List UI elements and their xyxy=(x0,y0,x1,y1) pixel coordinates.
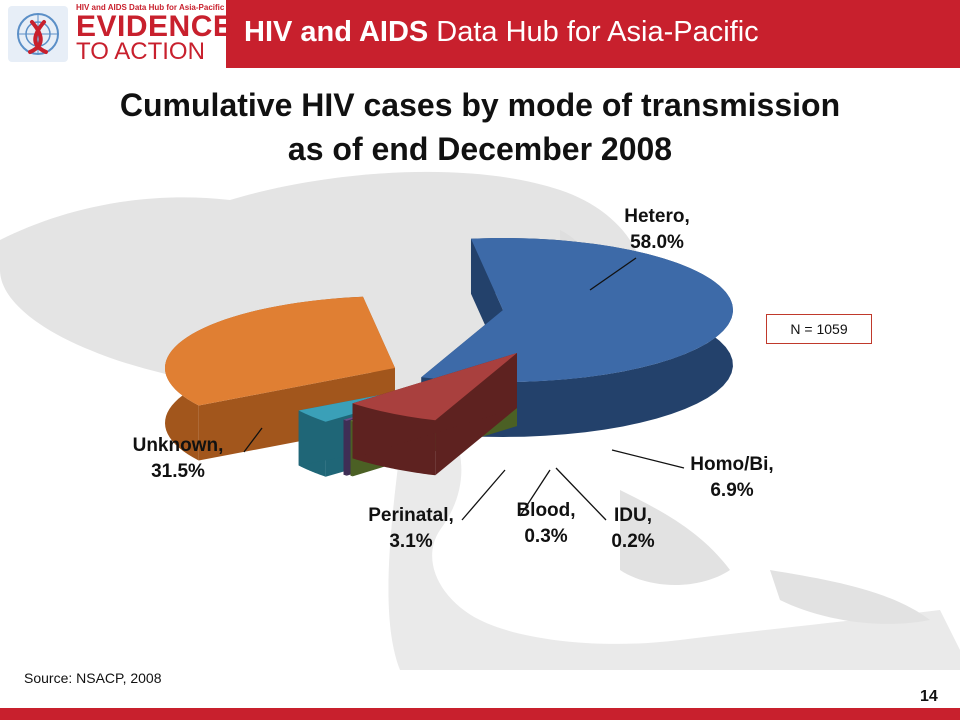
logo-wordmark-line2: TO ACTION xyxy=(76,38,205,65)
logo-tagline: HIV and AIDS Data Hub for Asia-Pacific xyxy=(76,3,225,12)
slice-label-name: IDU, xyxy=(614,505,652,526)
slide-title-line2: as of end December 2008 xyxy=(287,131,673,167)
header-title: HIV and AIDS Data Hub for Asia-Pacific xyxy=(244,16,759,49)
sample-size-box: N = 1059 xyxy=(766,314,872,344)
slice-label-name: Blood, xyxy=(516,500,575,521)
slice-label-value: 6.9% xyxy=(710,480,753,501)
page-number: 14 xyxy=(920,688,938,705)
pie-slice-top xyxy=(165,296,395,406)
slice-label-value: 0.3% xyxy=(524,526,567,547)
leader-line xyxy=(519,469,551,517)
slice-label-value: 3.1% xyxy=(389,531,432,552)
source-note: Source: NSACP, 2008 xyxy=(24,670,162,686)
header-title-rest: Data Hub for Asia-Pacific xyxy=(428,16,759,48)
un-emblem-icon xyxy=(8,6,68,62)
pie-slice-unknown xyxy=(165,296,395,461)
footer-bar xyxy=(0,708,960,720)
leader-line xyxy=(555,467,607,521)
header-bar: HIV and AIDS Data Hub for Asia-Pacific E… xyxy=(0,0,960,68)
slice-label-name: Hetero, xyxy=(624,206,689,227)
pie-slice-top xyxy=(352,353,517,421)
logo: HIV and AIDS Data Hub for Asia-Pacific E… xyxy=(0,0,233,68)
logo-wordmark-line1: EVIDENCE xyxy=(76,10,234,43)
slice-label-value: 58.0% xyxy=(630,232,684,253)
pie-slice-top xyxy=(421,238,733,382)
slice-label-value: 31.5% xyxy=(151,461,205,482)
slice-label-value: 0.2% xyxy=(611,531,654,552)
leader-line xyxy=(243,427,263,453)
leader-line xyxy=(611,449,685,469)
pie-slice-edge xyxy=(198,368,395,461)
slide-title: Cumulative HIV cases by mode of transmis… xyxy=(0,83,960,171)
slide-title-line1: Cumulative HIV cases by mode of transmis… xyxy=(119,87,841,123)
pie-slice-homo-bi xyxy=(352,353,517,476)
slice-label-name: Unknown, xyxy=(133,435,224,456)
slice-label-name: Homo/Bi, xyxy=(690,454,773,475)
slice-label-name: Perinatal, xyxy=(368,505,454,526)
leader-line xyxy=(589,257,637,291)
header-title-bold: HIV and AIDS xyxy=(244,16,429,48)
leader-line xyxy=(461,469,506,521)
